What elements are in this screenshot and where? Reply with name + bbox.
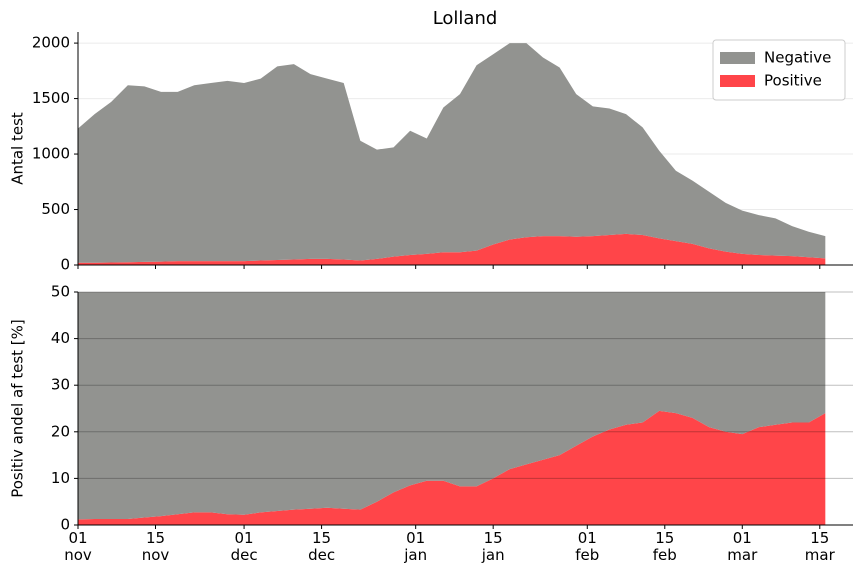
x-tick-label: 15 jan	[481, 529, 505, 564]
x-tick-label: 01 jan	[403, 529, 427, 564]
x-tick-label: 01 mar	[727, 529, 758, 564]
x-tick-label: 15 mar	[805, 529, 836, 564]
y-tick-label: 20	[51, 422, 70, 440]
legend-swatch	[720, 75, 755, 87]
y-tick-label: 40	[51, 329, 70, 347]
area	[78, 292, 826, 520]
y-tick-label: 1500	[32, 89, 70, 107]
y-tick-label: 10	[51, 469, 70, 487]
x-tick-label: 01 dec	[231, 529, 258, 564]
y-tick-label: 30	[51, 376, 70, 394]
y-tick-label: 2000	[32, 34, 70, 52]
legend-swatch	[720, 52, 755, 64]
area	[78, 43, 826, 263]
y-tick-label: 500	[41, 200, 70, 218]
area	[78, 233, 826, 265]
y-axis-label: Antal test	[9, 112, 27, 185]
x-tick-label: 15 dec	[308, 529, 335, 564]
x-tick-label: 01 feb	[575, 529, 599, 564]
chart-title: Lolland	[433, 8, 498, 29]
y-tick-label: 1000	[32, 145, 70, 163]
y-tick-label: 0	[60, 516, 70, 534]
plot-area	[78, 292, 826, 525]
x-tick-label: 01 nov	[64, 529, 92, 564]
legend-label: Positive	[764, 72, 822, 90]
y-axis-label: Positiv andel af test [%]	[9, 319, 27, 498]
legend-label: Negative	[764, 49, 831, 67]
x-tick-label: 15 nov	[142, 529, 170, 564]
x-tick-label: 15 feb	[653, 529, 677, 564]
plot-area	[78, 43, 826, 265]
area	[78, 410, 826, 525]
y-tick-label: 0	[60, 256, 70, 274]
y-tick-label: 50	[51, 283, 70, 301]
